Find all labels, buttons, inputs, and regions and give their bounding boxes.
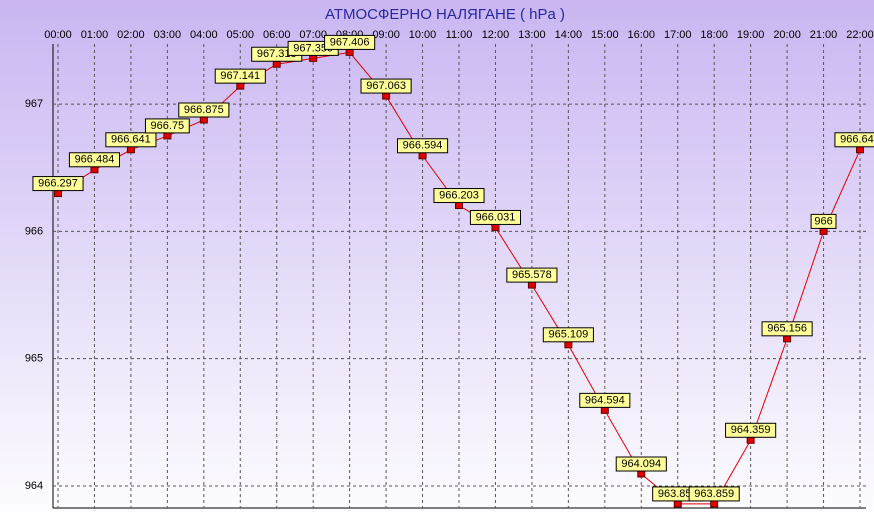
value-label: 964.359: [731, 424, 771, 436]
y-tick-label: 964: [25, 480, 43, 492]
x-tick-label: 07:00: [299, 29, 327, 41]
value-label-box: [579, 392, 631, 408]
value-label-box: [506, 267, 558, 283]
point: [564, 341, 573, 349]
x-tick-label: 18:00: [700, 29, 728, 41]
point: [163, 132, 172, 140]
point: [199, 116, 208, 124]
value-label-box: [396, 138, 449, 154]
point: [491, 223, 500, 231]
x-tick-label: 14:00: [555, 29, 583, 41]
value-label-box: [810, 213, 837, 229]
value-label-box: [360, 78, 412, 94]
x-tick-label: 11:00: [446, 29, 473, 41]
point: [382, 92, 391, 100]
value-label: 967.063: [366, 80, 406, 92]
y-tick-label: 965: [25, 353, 43, 365]
marks: 966.297966.484966.641966.75966.875967.14…: [32, 34, 874, 508]
x-tick-label: 05:00: [227, 29, 255, 41]
value-label-box: [105, 132, 157, 148]
value-label-box: [32, 176, 84, 192]
point: [710, 500, 719, 508]
value-label-box: [834, 132, 874, 148]
point: [418, 152, 427, 160]
x-tick-label: 21:00: [810, 29, 838, 41]
point: [600, 406, 609, 414]
y-tick-label: 967: [25, 98, 43, 110]
value-label: 965.109: [548, 329, 588, 341]
point: [856, 146, 864, 154]
x-tick-label: 16:00: [628, 29, 656, 41]
grid: 964 965 966 967 00:00 01:00 02:00 03:00 04:00 05:…: [25, 29, 874, 508]
value-label-box: [433, 188, 485, 204]
value-label: 966.641: [840, 134, 874, 146]
chart-title: АТМОСФЕРНО НАЛЯГАНЕ ( hPa ): [325, 6, 565, 23]
x-tick-label: 04:00: [190, 29, 218, 41]
value-label: 966.594: [403, 140, 443, 152]
point: [309, 54, 318, 62]
value-label: 963.859: [658, 488, 698, 500]
value-label-box: [469, 209, 522, 225]
value-label-box: [178, 102, 230, 118]
value-label: 967.141: [220, 70, 260, 82]
x-tick-label: 00:00: [44, 29, 72, 41]
value-label-box: [761, 321, 813, 337]
point: [527, 281, 536, 289]
point: [236, 82, 245, 90]
x-tick-label: 10:00: [409, 29, 437, 41]
value-label: 966.203: [439, 189, 479, 201]
value-label-box: [144, 118, 190, 134]
value-label: 966.031: [476, 211, 516, 223]
value-label-box: [615, 456, 667, 472]
point: [90, 166, 99, 174]
x-tick-label: 19:00: [737, 29, 765, 41]
value-label: 964.094: [621, 458, 661, 470]
value-label-box: [688, 486, 740, 502]
value-label: 967.313: [257, 48, 297, 60]
x-tick-label: 13:00: [518, 29, 546, 41]
value-label-box: [324, 34, 376, 50]
y-tick-label: 966: [25, 225, 43, 237]
value-label: 966.484: [75, 154, 115, 166]
value-label: 966.641: [111, 134, 151, 146]
value-label-box: [542, 327, 594, 343]
value-label: 965.156: [767, 323, 807, 335]
value-label: 965.578: [512, 269, 552, 281]
value-label: 967.406: [330, 36, 370, 48]
x-tick-label: 22:00: [846, 29, 874, 41]
value-label: 966.875: [184, 104, 224, 116]
x-tick-label: 17:00: [664, 29, 692, 41]
x-tick-label: 01:00: [81, 29, 109, 41]
point: [455, 202, 463, 210]
value-label: 964.594: [585, 394, 625, 406]
x-tick-label: 12:00: [482, 29, 510, 41]
value-label: 966.75: [151, 120, 185, 132]
value-label-box: [68, 152, 121, 168]
x-tick-label: 02:00: [117, 29, 145, 41]
x-tick-label: 09:00: [372, 29, 400, 41]
x-tick-label: 06:00: [263, 29, 291, 41]
value-label-box: [214, 68, 266, 84]
point: [673, 500, 682, 508]
value-label: 966.297: [38, 177, 78, 189]
point: [819, 227, 828, 235]
value-label-box: [725, 422, 777, 438]
value-label: 963.859: [694, 488, 734, 500]
x-tick-label: 03:00: [154, 29, 182, 41]
value-label: 967.359: [293, 42, 333, 54]
point: [746, 436, 755, 444]
point: [272, 60, 281, 68]
point: [126, 146, 135, 154]
x-tick-label: 15:00: [591, 29, 619, 41]
x-tick-label: 20:00: [773, 29, 801, 41]
point: [345, 48, 354, 56]
value-label: 966: [814, 215, 832, 227]
point: [637, 470, 646, 478]
point: [54, 190, 62, 198]
point: [783, 335, 792, 343]
